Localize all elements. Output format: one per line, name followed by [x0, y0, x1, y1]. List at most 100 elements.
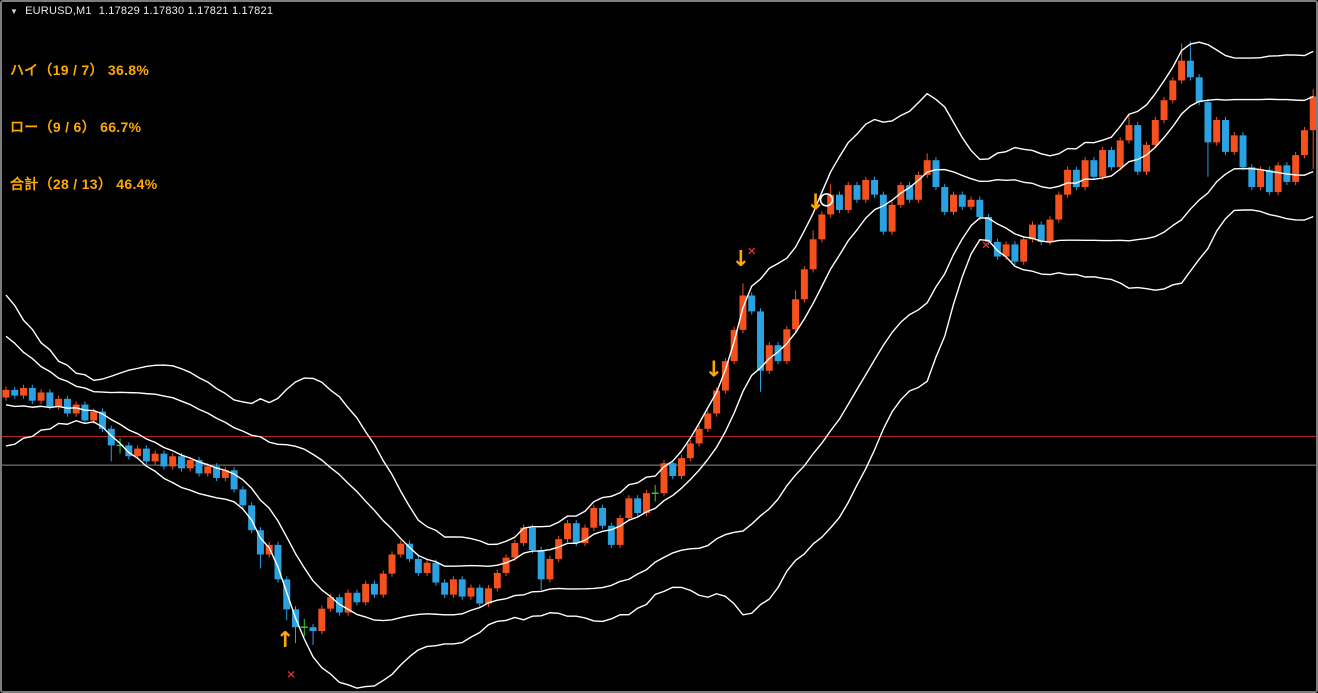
candle-body	[792, 299, 800, 330]
candle-body	[90, 411, 98, 421]
candle-body	[695, 428, 703, 444]
candle-body	[634, 498, 642, 514]
candle-body	[1300, 130, 1308, 156]
candle-body	[546, 558, 554, 580]
candle-body	[678, 458, 686, 477]
candle-body	[897, 185, 905, 205]
candle-body	[607, 525, 615, 545]
candle-body	[265, 544, 273, 555]
candle-body	[1099, 150, 1107, 177]
candle-body	[599, 507, 607, 526]
candle-body	[730, 329, 738, 362]
candle-body	[2, 389, 10, 398]
stats-line-low: ロー（9 / 6） 66.7%	[10, 119, 142, 135]
candle-body	[1072, 169, 1080, 188]
candle-body	[1195, 77, 1203, 103]
candle-body	[1107, 150, 1115, 168]
candle-body	[879, 194, 887, 232]
candle-body	[774, 345, 782, 362]
candle-body	[344, 592, 352, 613]
candle-body	[449, 579, 457, 595]
candle-body	[274, 544, 282, 580]
candle-body	[967, 199, 975, 207]
candle-body	[642, 493, 650, 514]
candle-body	[590, 507, 598, 528]
candle-body	[660, 463, 668, 494]
candle-body	[704, 413, 712, 429]
candle-body	[748, 295, 756, 312]
candle-body	[853, 185, 861, 200]
candle-body	[370, 583, 378, 595]
indicator-stats: ハイ（19 / 7） 36.8% ロー（9 / 6） 66.7% 合計（28 /…	[10, 23, 158, 232]
candle-body	[835, 194, 843, 210]
candle-body	[528, 527, 536, 551]
candle-body	[142, 448, 150, 462]
candle-body	[160, 453, 168, 467]
candle-body	[906, 185, 914, 200]
candle-body	[1169, 80, 1177, 101]
buy-signal-arrow-icon: ↑	[276, 628, 294, 653]
candle-body	[669, 463, 677, 477]
candle-body	[309, 627, 317, 632]
candle-body	[871, 179, 879, 195]
candle-body	[1011, 244, 1019, 262]
candle-body	[1081, 160, 1089, 188]
candle-body	[563, 523, 571, 540]
candle-body	[616, 518, 624, 545]
candle-body	[397, 543, 405, 555]
stats-line-high: ハイ（19 / 7） 36.8%	[10, 62, 150, 78]
candle-body	[458, 579, 466, 597]
candle-body	[423, 562, 431, 573]
candle-body	[511, 542, 519, 558]
candle-body	[757, 311, 764, 371]
candle-body	[204, 466, 212, 474]
quote-ohlc-label: 1.17829 1.17830 1.17821 1.17821	[98, 5, 274, 17]
candle-body	[1090, 160, 1098, 177]
candle-body	[520, 527, 528, 543]
candle-body	[20, 387, 28, 396]
chart-title-bar: ▼ EURUSD,M1 1.17829 1.17830 1.17821 1.17…	[10, 5, 273, 17]
candle-body	[239, 489, 247, 506]
candle-body	[169, 456, 177, 467]
candle-body	[1186, 60, 1194, 78]
candle-body	[1028, 224, 1036, 240]
candle-body	[195, 460, 203, 474]
candle-body	[11, 389, 19, 396]
candle-body	[1064, 169, 1072, 195]
candle-body	[1134, 125, 1142, 172]
candle-body	[1055, 194, 1063, 220]
candle-body	[1037, 224, 1045, 242]
candle-body	[941, 187, 949, 212]
chart-menu-icon[interactable]: ▼	[10, 6, 19, 16]
candle-body	[37, 392, 45, 401]
candle-body	[818, 214, 826, 240]
candle-body	[1002, 244, 1010, 257]
candle-body	[28, 387, 36, 401]
candle-body	[993, 241, 1001, 257]
candle-body	[353, 592, 361, 603]
candle-body	[713, 390, 721, 414]
band-lower-outer-line	[5, 209, 1314, 689]
sell-signal-arrow-icon: ↓	[806, 190, 824, 215]
candle-body	[572, 523, 580, 543]
candle-body	[467, 587, 475, 597]
candle-body	[809, 239, 817, 270]
candle-body	[221, 470, 229, 478]
candle-body	[1274, 165, 1282, 193]
candle-body	[318, 608, 326, 632]
sell-signal-arrow-icon: ↓	[732, 247, 750, 272]
candle-body	[476, 587, 484, 604]
candle-body	[493, 572, 501, 589]
band-upper-outer-line	[5, 41, 1314, 546]
candle-body	[248, 505, 256, 531]
candle-body	[1230, 135, 1238, 152]
candle-body	[1020, 239, 1028, 262]
candle-body	[186, 460, 194, 469]
candle-body	[441, 582, 449, 595]
candle-body	[555, 539, 563, 559]
candle-body	[432, 562, 440, 583]
candle-body	[625, 498, 633, 519]
candle-body	[976, 199, 984, 217]
